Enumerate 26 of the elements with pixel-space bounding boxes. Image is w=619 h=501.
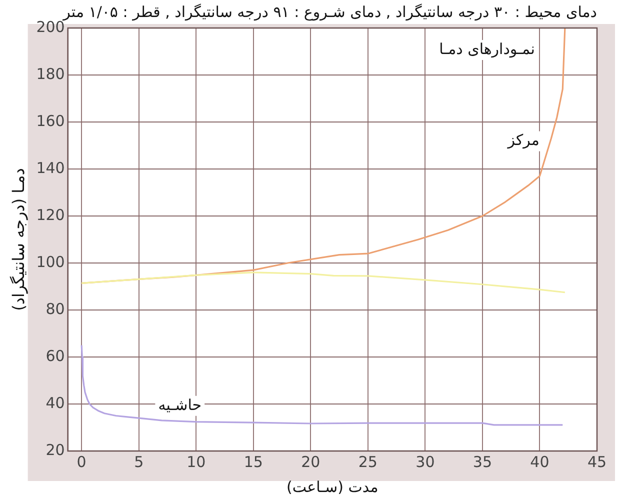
y-tick-label: 140 xyxy=(36,158,65,177)
annotation: نمـودارهای دمـا xyxy=(439,40,535,58)
y-tick-label: 160 xyxy=(36,112,65,130)
x-tick-label: 5 xyxy=(134,452,144,471)
x-tick-label: 25 xyxy=(358,452,378,471)
x-tick-label: 45 xyxy=(587,452,607,471)
x-tick-label: 40 xyxy=(530,452,550,471)
annotation: حاشـیه xyxy=(158,396,202,414)
x-tick-label: 15 xyxy=(244,452,263,471)
x-tick-label: 30 xyxy=(416,452,435,471)
y-tick-label: 60 xyxy=(46,346,65,365)
y-tick-label: 100 xyxy=(36,252,65,271)
x-tick-label: 10 xyxy=(186,452,206,471)
y-axis-title: دمـا (درجه سانتیگراد) xyxy=(8,168,28,311)
x-tick-label: 35 xyxy=(472,452,492,471)
y-tick-label: 20 xyxy=(46,440,65,459)
x-tick-label: 20 xyxy=(301,452,320,471)
annotation: مرکز xyxy=(506,131,540,150)
x-axis-title: مدت (سـاعت) xyxy=(286,478,378,496)
y-tick-label: 200 xyxy=(36,18,65,36)
y-tick-label: 180 xyxy=(36,64,65,83)
y-tick-label: 80 xyxy=(46,300,65,318)
y-tick-label: 40 xyxy=(46,394,65,412)
x-tick-label: 0 xyxy=(76,452,86,471)
y-tick-label: 120 xyxy=(36,206,65,224)
chart-title: دمای محیط : ۳۰ درجه سانتیگراد , دمای شـروع : ۹۱ درجه سانتیگراد , قطر : ۱/۰۵ متر xyxy=(62,2,597,21)
